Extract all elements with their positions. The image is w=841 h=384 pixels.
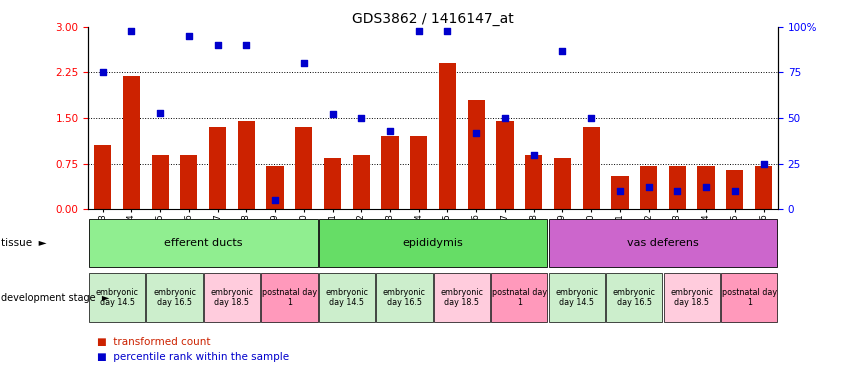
Text: development stage  ►: development stage ► <box>1 293 109 303</box>
Text: tissue  ►: tissue ► <box>1 238 46 248</box>
Bar <box>554 157 571 209</box>
FancyBboxPatch shape <box>721 273 777 322</box>
Bar <box>583 127 600 209</box>
Point <box>613 188 627 194</box>
Bar <box>468 100 484 209</box>
Title: GDS3862 / 1416147_at: GDS3862 / 1416147_at <box>352 12 514 26</box>
Bar <box>324 157 341 209</box>
FancyBboxPatch shape <box>319 219 547 267</box>
FancyBboxPatch shape <box>606 273 663 322</box>
Bar <box>151 155 169 209</box>
Point <box>355 115 368 121</box>
Point <box>153 109 167 116</box>
Point <box>498 115 511 121</box>
Point <box>383 128 397 134</box>
Point <box>556 48 569 54</box>
Bar <box>669 166 686 209</box>
Text: embryonic
day 18.5: embryonic day 18.5 <box>210 288 253 307</box>
Point <box>670 188 684 194</box>
Point <box>441 28 454 34</box>
Text: embryonic
day 16.5: embryonic day 16.5 <box>153 288 196 307</box>
Text: postnatal day
1: postnatal day 1 <box>262 288 317 307</box>
Bar <box>123 76 140 209</box>
Bar <box>611 176 628 209</box>
FancyBboxPatch shape <box>548 219 777 267</box>
Point <box>325 111 339 118</box>
Point <box>124 28 138 34</box>
Text: embryonic
day 18.5: embryonic day 18.5 <box>670 288 713 307</box>
Bar <box>381 136 399 209</box>
FancyBboxPatch shape <box>664 273 720 322</box>
Bar <box>697 166 715 209</box>
Text: embryonic
day 18.5: embryonic day 18.5 <box>441 288 484 307</box>
Text: ■  transformed count: ■ transformed count <box>97 337 210 347</box>
Text: efferent ducts: efferent ducts <box>164 238 242 248</box>
Text: vas deferens: vas deferens <box>627 238 699 248</box>
FancyBboxPatch shape <box>376 273 432 322</box>
Point <box>211 42 225 48</box>
Text: embryonic
day 14.5: embryonic day 14.5 <box>96 288 139 307</box>
Bar <box>238 121 255 209</box>
Point <box>182 33 196 39</box>
Text: postnatal day
1: postnatal day 1 <box>722 288 777 307</box>
Bar <box>410 136 427 209</box>
Point <box>412 28 426 34</box>
Point <box>297 60 310 66</box>
Point <box>728 188 742 194</box>
Bar <box>209 127 226 209</box>
FancyBboxPatch shape <box>491 273 547 322</box>
FancyBboxPatch shape <box>262 273 318 322</box>
FancyBboxPatch shape <box>548 273 605 322</box>
Text: embryonic
day 14.5: embryonic day 14.5 <box>325 288 368 307</box>
Point <box>469 130 483 136</box>
Text: embryonic
day 16.5: embryonic day 16.5 <box>383 288 426 307</box>
Point <box>757 161 770 167</box>
Bar <box>352 155 370 209</box>
Text: postnatal day
1: postnatal day 1 <box>492 288 547 307</box>
Point <box>96 70 109 76</box>
FancyBboxPatch shape <box>319 273 375 322</box>
Text: ■  percentile rank within the sample: ■ percentile rank within the sample <box>97 352 288 362</box>
Bar <box>94 146 111 209</box>
Bar <box>755 166 772 209</box>
Point <box>527 152 541 158</box>
Point <box>642 184 655 190</box>
Bar <box>267 166 283 209</box>
Bar <box>727 170 743 209</box>
Point <box>268 197 282 203</box>
Text: epididymis: epididymis <box>403 238 463 248</box>
Point <box>584 115 598 121</box>
Point <box>700 184 713 190</box>
Bar <box>525 155 542 209</box>
FancyBboxPatch shape <box>204 273 260 322</box>
FancyBboxPatch shape <box>89 273 145 322</box>
Bar <box>180 155 198 209</box>
Text: embryonic
day 16.5: embryonic day 16.5 <box>613 288 656 307</box>
Bar <box>295 127 313 209</box>
Point <box>240 42 253 48</box>
Bar <box>439 63 456 209</box>
Text: embryonic
day 14.5: embryonic day 14.5 <box>555 288 598 307</box>
Bar <box>496 121 514 209</box>
FancyBboxPatch shape <box>434 273 490 322</box>
FancyBboxPatch shape <box>89 219 318 267</box>
FancyBboxPatch shape <box>146 273 203 322</box>
Bar <box>640 166 657 209</box>
